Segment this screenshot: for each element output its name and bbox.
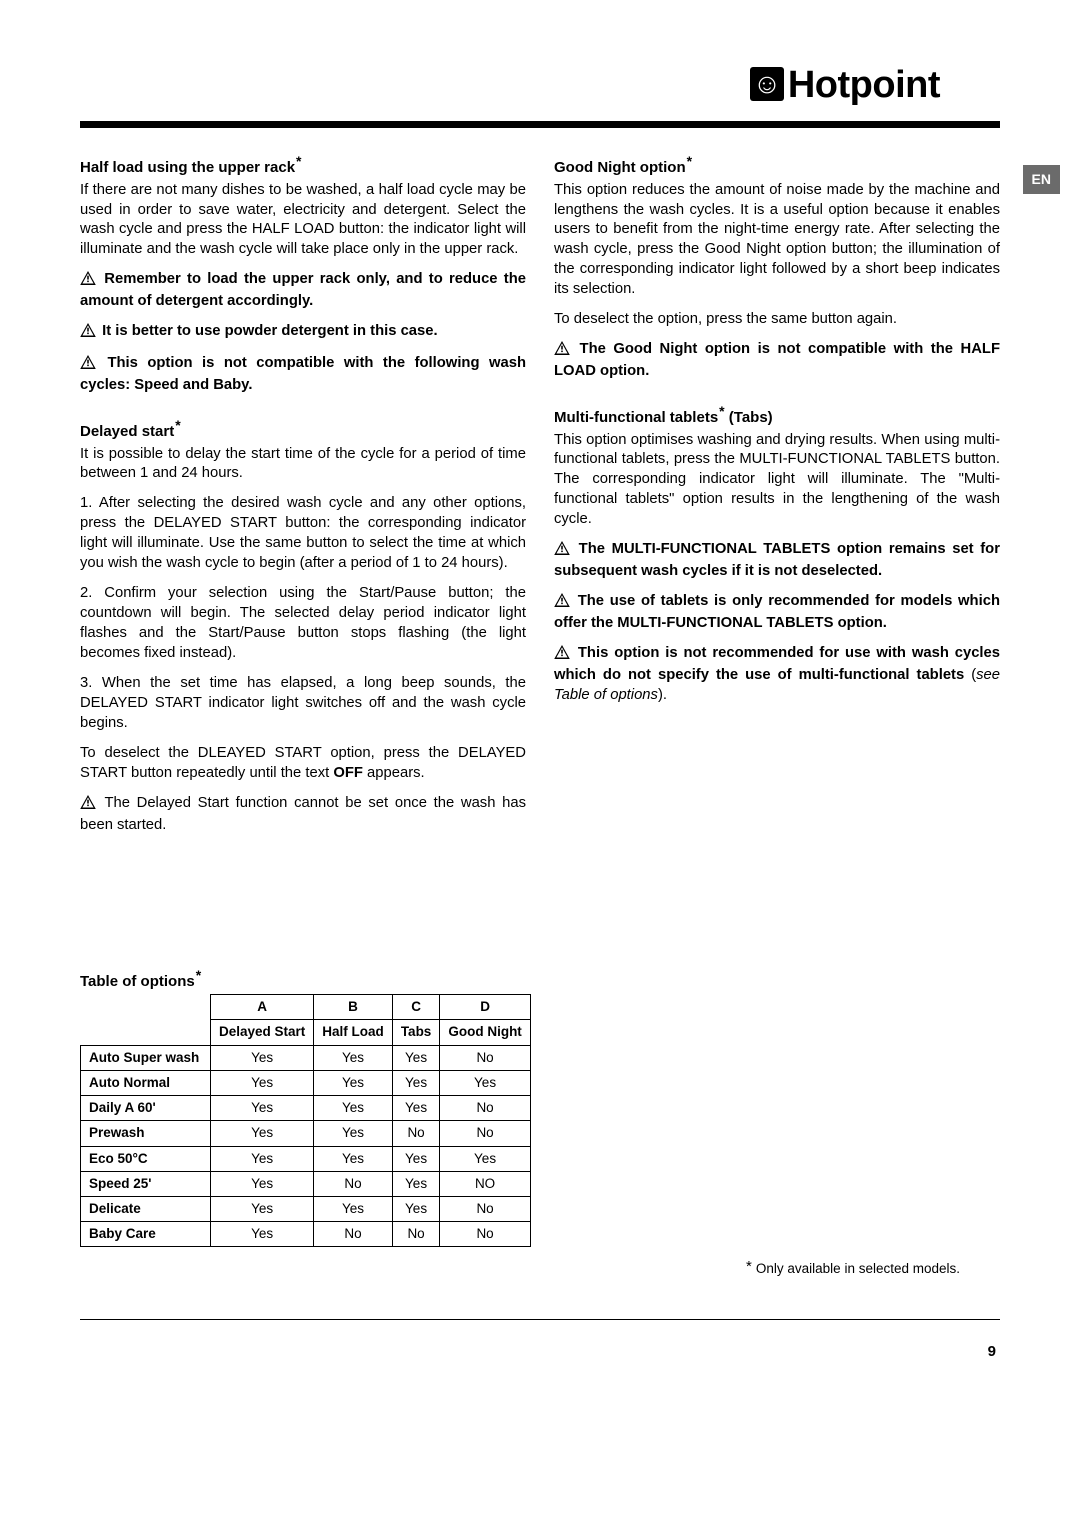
table-cell: No bbox=[314, 1222, 393, 1247]
table-row: DelicateYesYesYesNo bbox=[81, 1196, 531, 1221]
row-label: Baby Care bbox=[81, 1222, 211, 1247]
subcol-tabs: Tabs bbox=[392, 1020, 440, 1045]
good-night-warn: The Good Night option is not compatible … bbox=[554, 340, 1000, 382]
table-cell: Yes bbox=[440, 1146, 530, 1171]
table-cell: Yes bbox=[314, 1045, 393, 1070]
table-cell: Yes bbox=[211, 1146, 314, 1171]
table-cell: Yes bbox=[211, 1121, 314, 1146]
half-load-body: If there are not many dishes to be washe… bbox=[80, 181, 526, 261]
table-cell: Yes bbox=[314, 1096, 393, 1121]
row-label: Eco 50°C bbox=[81, 1146, 211, 1171]
warning-icon bbox=[80, 271, 96, 292]
table-row: Daily A 60'YesYesYesNo bbox=[81, 1096, 531, 1121]
table-cell: Yes bbox=[392, 1146, 440, 1171]
warning-icon bbox=[554, 645, 570, 666]
delayed-step1: 1. After selecting the desired wash cycl… bbox=[80, 494, 526, 574]
table-cell: Yes bbox=[440, 1070, 530, 1095]
table-cell: Yes bbox=[392, 1171, 440, 1196]
subcol-delayed: Delayed Start bbox=[211, 1020, 314, 1045]
half-load-warn3: This option is not compatible with the f… bbox=[80, 354, 526, 396]
table-cell: Yes bbox=[314, 1146, 393, 1171]
tablets-title: Multi-functional tablets (Tabs) bbox=[554, 402, 1000, 428]
table-cell: Yes bbox=[392, 1096, 440, 1121]
options-table: A B C D Delayed Start Half Load Tabs Goo… bbox=[80, 994, 531, 1247]
row-label: Speed 25' bbox=[81, 1171, 211, 1196]
warning-icon bbox=[80, 323, 96, 344]
warning-icon bbox=[554, 593, 570, 614]
col-d: D bbox=[440, 995, 530, 1020]
tablets-warn3: This option is not recommended for use w… bbox=[554, 644, 1000, 706]
row-label: Prewash bbox=[81, 1121, 211, 1146]
header-rule bbox=[80, 121, 1000, 128]
good-night-title: Good Night option bbox=[554, 152, 1000, 178]
table-cell: Yes bbox=[211, 1222, 314, 1247]
table-cell: No bbox=[392, 1121, 440, 1146]
tablets-body: This option optimises washing and drying… bbox=[554, 431, 1000, 531]
delayed-deselect: To deselect the DLEAYED START option, pr… bbox=[80, 744, 526, 784]
col-c: C bbox=[392, 995, 440, 1020]
table-cell: Yes bbox=[211, 1045, 314, 1070]
table-cell: Yes bbox=[392, 1196, 440, 1221]
delayed-intro: It is possible to delay the start time o… bbox=[80, 445, 526, 485]
table-cell: Yes bbox=[392, 1045, 440, 1070]
row-label: Auto Normal bbox=[81, 1070, 211, 1095]
table-cell: No bbox=[440, 1196, 530, 1221]
table-cell: Yes bbox=[392, 1070, 440, 1095]
row-label: Daily A 60' bbox=[81, 1096, 211, 1121]
brand-logo: ☺Hotpoint bbox=[80, 60, 1000, 111]
table-row: Auto Super washYesYesYesNo bbox=[81, 1045, 531, 1070]
half-load-title: Half load using the upper rack bbox=[80, 152, 526, 178]
table-cell: No bbox=[392, 1222, 440, 1247]
table-cell: Yes bbox=[314, 1196, 393, 1221]
table-row: Auto NormalYesYesYesYes bbox=[81, 1070, 531, 1095]
half-load-warn2: It is better to use powder detergent in … bbox=[80, 322, 526, 344]
row-label: Auto Super wash bbox=[81, 1045, 211, 1070]
delayed-title: Delayed start bbox=[80, 416, 526, 442]
page-number: 9 bbox=[80, 1342, 1000, 1362]
table-cell: Yes bbox=[211, 1196, 314, 1221]
table-cell: Yes bbox=[211, 1070, 314, 1095]
warning-icon bbox=[554, 541, 570, 562]
subcol-night: Good Night bbox=[440, 1020, 530, 1045]
table-row: Eco 50°CYesYesYesYes bbox=[81, 1146, 531, 1171]
footnote: *Only available in selected models. bbox=[80, 1257, 1000, 1278]
table-title: Table of options bbox=[80, 966, 1000, 992]
table-cell: No bbox=[440, 1222, 530, 1247]
table-row: Baby CareYesNoNoNo bbox=[81, 1222, 531, 1247]
warning-icon bbox=[554, 341, 570, 362]
brand-icon: ☺ bbox=[750, 67, 784, 101]
delayed-warn: The Delayed Start function cannot be set… bbox=[80, 794, 526, 836]
col-b: B bbox=[314, 995, 393, 1020]
good-night-body: This option reduces the amount of noise … bbox=[554, 181, 1000, 301]
brand-name: Hotpoint bbox=[788, 64, 940, 106]
table-cell: Yes bbox=[314, 1070, 393, 1095]
table-cell: No bbox=[314, 1171, 393, 1196]
warning-icon bbox=[80, 795, 96, 816]
table-row: PrewashYesYesNoNo bbox=[81, 1121, 531, 1146]
table-cell: NO bbox=[440, 1171, 530, 1196]
col-a: A bbox=[211, 995, 314, 1020]
delayed-step3: 3. When the set time has elapsed, a long… bbox=[80, 674, 526, 734]
delayed-step2: 2. Confirm your selection using the Star… bbox=[80, 584, 526, 664]
row-label: Delicate bbox=[81, 1196, 211, 1221]
table-cell: No bbox=[440, 1045, 530, 1070]
table-cell: No bbox=[440, 1096, 530, 1121]
table-cell: Yes bbox=[211, 1171, 314, 1196]
table-cell: No bbox=[440, 1121, 530, 1146]
table-row: Speed 25'YesNoYesNO bbox=[81, 1171, 531, 1196]
good-night-deselect: To deselect the option, press the same b… bbox=[554, 310, 1000, 330]
footer-rule bbox=[80, 1319, 1000, 1321]
table-cell: Yes bbox=[211, 1096, 314, 1121]
tablets-warn1: The MULTI-FUNCTIONAL TABLETS option rema… bbox=[554, 540, 1000, 582]
tablets-warn2: The use of tablets is only recommended f… bbox=[554, 592, 1000, 634]
subcol-half: Half Load bbox=[314, 1020, 393, 1045]
table-cell: Yes bbox=[314, 1121, 393, 1146]
half-load-warn1: Remember to load the upper rack only, an… bbox=[80, 270, 526, 312]
language-tag: EN bbox=[1023, 165, 1060, 194]
warning-icon bbox=[80, 355, 96, 376]
